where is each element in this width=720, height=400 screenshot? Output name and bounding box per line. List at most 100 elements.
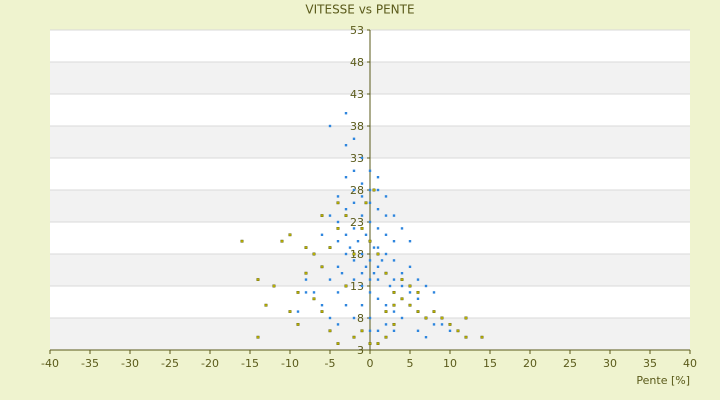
scatter-point [392,329,396,332]
scatter-point [408,265,412,268]
scatter-point [392,259,396,262]
scatter-point [376,176,380,179]
scatter-point [368,239,372,243]
scatter-point [328,278,332,281]
scatter-point [352,137,356,140]
scatter-point [400,227,404,230]
scatter-point [352,227,356,230]
scatter-point [416,297,420,300]
scatter-point [312,297,316,301]
scatter-point [376,188,380,192]
scatter-point [296,291,300,294]
scatter-point [328,124,332,128]
scatter-point [408,291,412,294]
scatter-point [392,240,396,243]
x-tick-label: -5 [325,357,336,370]
scatter-point [320,214,324,217]
scatter-point [376,265,380,268]
scatter-point [348,246,352,249]
y-tick-label: 28 [350,184,364,197]
scatter-point [304,278,308,281]
x-tick-label: -35 [81,357,99,370]
scatter-point [352,316,356,320]
scatter-point [352,259,356,262]
y-tick-label: 38 [350,120,364,133]
scatter-point [360,304,364,307]
scatter-point [384,271,388,275]
scatter-point [336,265,340,268]
x-tick-label: 15 [483,357,497,370]
y-tick-label: 3 [357,344,364,357]
scatter-point [384,304,388,307]
scatter-point [400,297,404,301]
scatter-point [384,335,388,339]
scatter-point [392,278,396,281]
scatter-point [352,169,356,172]
scatter-point [416,278,420,281]
x-tick-label: -15 [241,357,259,370]
scatter-point [368,329,372,332]
scatter-point [364,233,368,236]
scatter-point [384,214,388,217]
x-tick-label: 25 [563,357,577,370]
scatter-point [464,335,468,339]
scatter-point [400,284,404,288]
scatter-point [416,291,420,294]
scatter-point [368,342,372,345]
scatter-point [448,329,452,332]
scatter-point [376,227,380,230]
scatter-point [336,323,340,326]
scatter-point [384,310,388,313]
scatter-point [352,335,356,339]
x-axis-title: Pente [%] [636,374,690,387]
x-tick-label: -20 [201,357,219,370]
scatter-point [340,272,344,275]
x-tick-label: -40 [41,357,59,370]
scatter-point [304,271,308,275]
scatter-point [376,297,380,300]
y-tick-label: 18 [350,248,364,261]
scatter-point [328,246,332,249]
scatter-point [344,233,348,236]
scatter-point [320,233,324,236]
scatter-point [368,259,372,262]
scatter-point [400,278,404,281]
scatter-point [256,335,260,339]
scatter-point [360,226,364,230]
scatter-point [416,329,420,332]
scatter-point [392,214,396,217]
scatter-point [440,323,444,326]
scatter-point [352,278,356,281]
scatter-point [336,220,340,224]
scatter-point [368,278,372,281]
scatter-point [480,335,484,339]
scatter-point [368,169,372,172]
scatter-point [344,284,348,288]
x-tick-label: 35 [643,357,657,370]
y-tick-label: 48 [350,56,364,69]
scatter-point [432,323,436,326]
scatter-point [360,195,364,198]
scatter-point [372,272,376,275]
scatter-point [400,316,404,320]
x-tick-label: 40 [683,357,697,370]
scatter-point [376,252,380,256]
scatter-point [424,316,428,320]
x-tick-label: 5 [407,357,414,370]
scatter-point [440,316,444,320]
scatter-point [240,239,244,243]
x-tick-label: -10 [281,357,299,370]
scatter-point [320,265,324,269]
scatter-point [344,144,348,147]
scatter-point [352,252,356,256]
scatter-point [376,278,380,281]
scatter-point [328,316,332,320]
y-tick-label: 43 [350,88,364,101]
scatter-point [336,201,340,205]
x-tick-label: 30 [603,357,617,370]
y-tick-label: 8 [357,312,364,325]
scatter-point [372,188,376,192]
x-tick-label: 20 [523,357,537,370]
scatter-point [344,176,348,179]
scatter-point [424,336,428,339]
